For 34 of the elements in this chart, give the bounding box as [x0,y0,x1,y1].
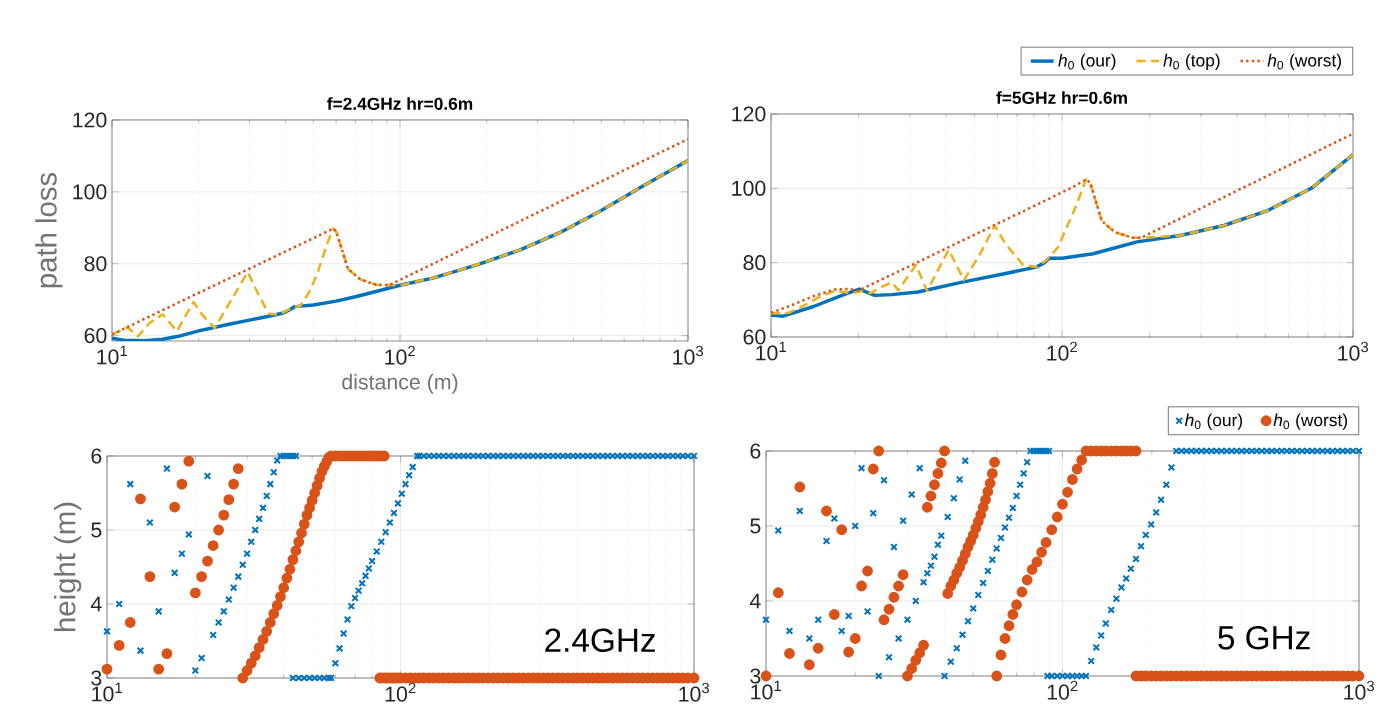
y-tick-label: 5 [91,522,102,538]
x-tick-label: 10$^{3}$ [673,345,704,365]
x-tick-label: 10$^{3}$ [1344,680,1375,700]
x-tick-label: 10$^{2}$ [385,345,415,365]
annotation: 2.4GHz [545,628,655,653]
y-tick-label: 5 [750,518,761,534]
y-tick-label: 120 [732,106,766,122]
chart-title: f=2.4GHz hr=0.6m [327,97,473,110]
y-tick-label: 6 [750,443,761,459]
y-tick-label: 100 [732,180,766,196]
legend-label: h$_{0}$ (our) [1058,53,1116,70]
legend-label: h$_{0}$ (worst) [1273,413,1347,430]
y-tick-label: 60 [84,328,107,344]
x-tick-label: 10$^{2}$ [385,682,416,702]
x-tick-label: 10$^{2}$ [1047,341,1077,361]
y-tick-label: 4 [90,596,102,612]
y-tick-label: 80 [84,256,107,272]
x-axis-title: distance (m) [342,373,458,394]
y-tick-label: 4 [749,593,761,609]
x-tick-label: 10$^{2}$ [1047,680,1078,700]
y-tick-label: 6 [91,448,102,464]
y-axis-title: height (m) [53,502,82,631]
x-tick-label: 10$^{3}$ [679,682,710,702]
y-tick-label: 120 [73,112,107,128]
legend-label: h$_{0}$ (our) [1184,413,1243,430]
x-tick-label: 10$^{1}$ [97,345,127,365]
chart-title: f=5GHz hr=0.6m [996,91,1127,104]
y-axis-title: path loss [35,172,63,288]
y-tick-label: 80 [743,255,766,271]
legend-label: h$_{0}$ (worst) [1267,53,1341,70]
legend-label: h$_{0}$ (top) [1163,53,1220,70]
annotation: 5 GHz [1218,625,1310,650]
x-tick-label: 10$^{3}$ [1338,341,1369,361]
y-tick-label: 100 [73,184,107,200]
